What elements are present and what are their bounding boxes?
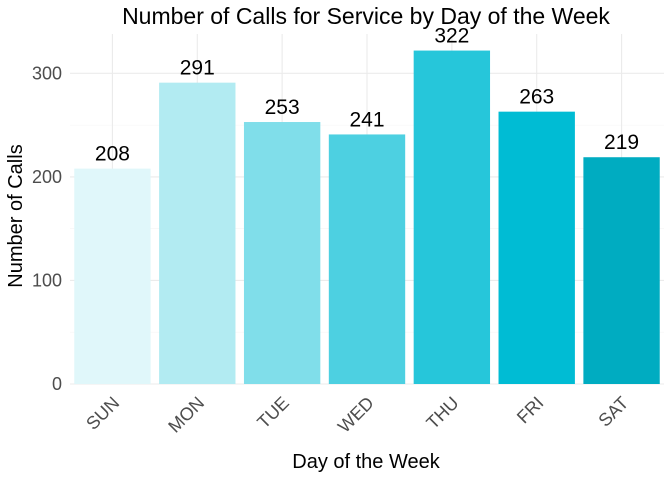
x-tick-label-mon: MON: [164, 393, 208, 437]
bar-sun: [74, 168, 151, 384]
data-label-sat: 219: [604, 131, 639, 154]
bar-wed: [328, 134, 406, 384]
data-label-tue: 253: [265, 96, 300, 119]
y-tick-label: 300: [32, 63, 62, 83]
chart-title: Number of Calls for Service by Day of th…: [122, 3, 610, 29]
data-labels: 208 291 253 241 322 263 219: [95, 25, 639, 166]
x-tick-label-tue: TUE: [253, 393, 293, 433]
x-axis-ticks: SUN MON TUE WED THU FRI SAT: [82, 393, 632, 437]
x-tick-label-sun: SUN: [82, 393, 123, 434]
bar-tue: [243, 122, 321, 384]
data-label-sun: 208: [95, 143, 130, 166]
bar-thu: [413, 50, 491, 384]
x-tick-label-fri: FRI: [513, 393, 548, 428]
x-tick-label-wed: WED: [334, 393, 378, 437]
bars: [74, 50, 660, 384]
x-axis-title: Day of the Week: [292, 451, 440, 473]
data-label-mon: 291: [180, 57, 215, 80]
y-axis-title: Number of Calls: [5, 144, 27, 287]
bar-sat: [583, 157, 660, 384]
x-tick-label-sat: SAT: [594, 393, 632, 431]
y-axis-ticks: 0 100 200 300: [32, 63, 62, 394]
y-tick-label: 200: [32, 167, 62, 187]
x-tick-label-thu: THU: [422, 393, 462, 433]
bar-mon: [159, 82, 236, 384]
bar-fri: [498, 111, 575, 384]
data-label-fri: 263: [519, 86, 554, 109]
y-tick-label: 0: [52, 374, 62, 394]
data-label-thu: 322: [434, 25, 469, 48]
data-label-wed: 241: [349, 108, 384, 131]
y-tick-label: 100: [32, 270, 62, 290]
